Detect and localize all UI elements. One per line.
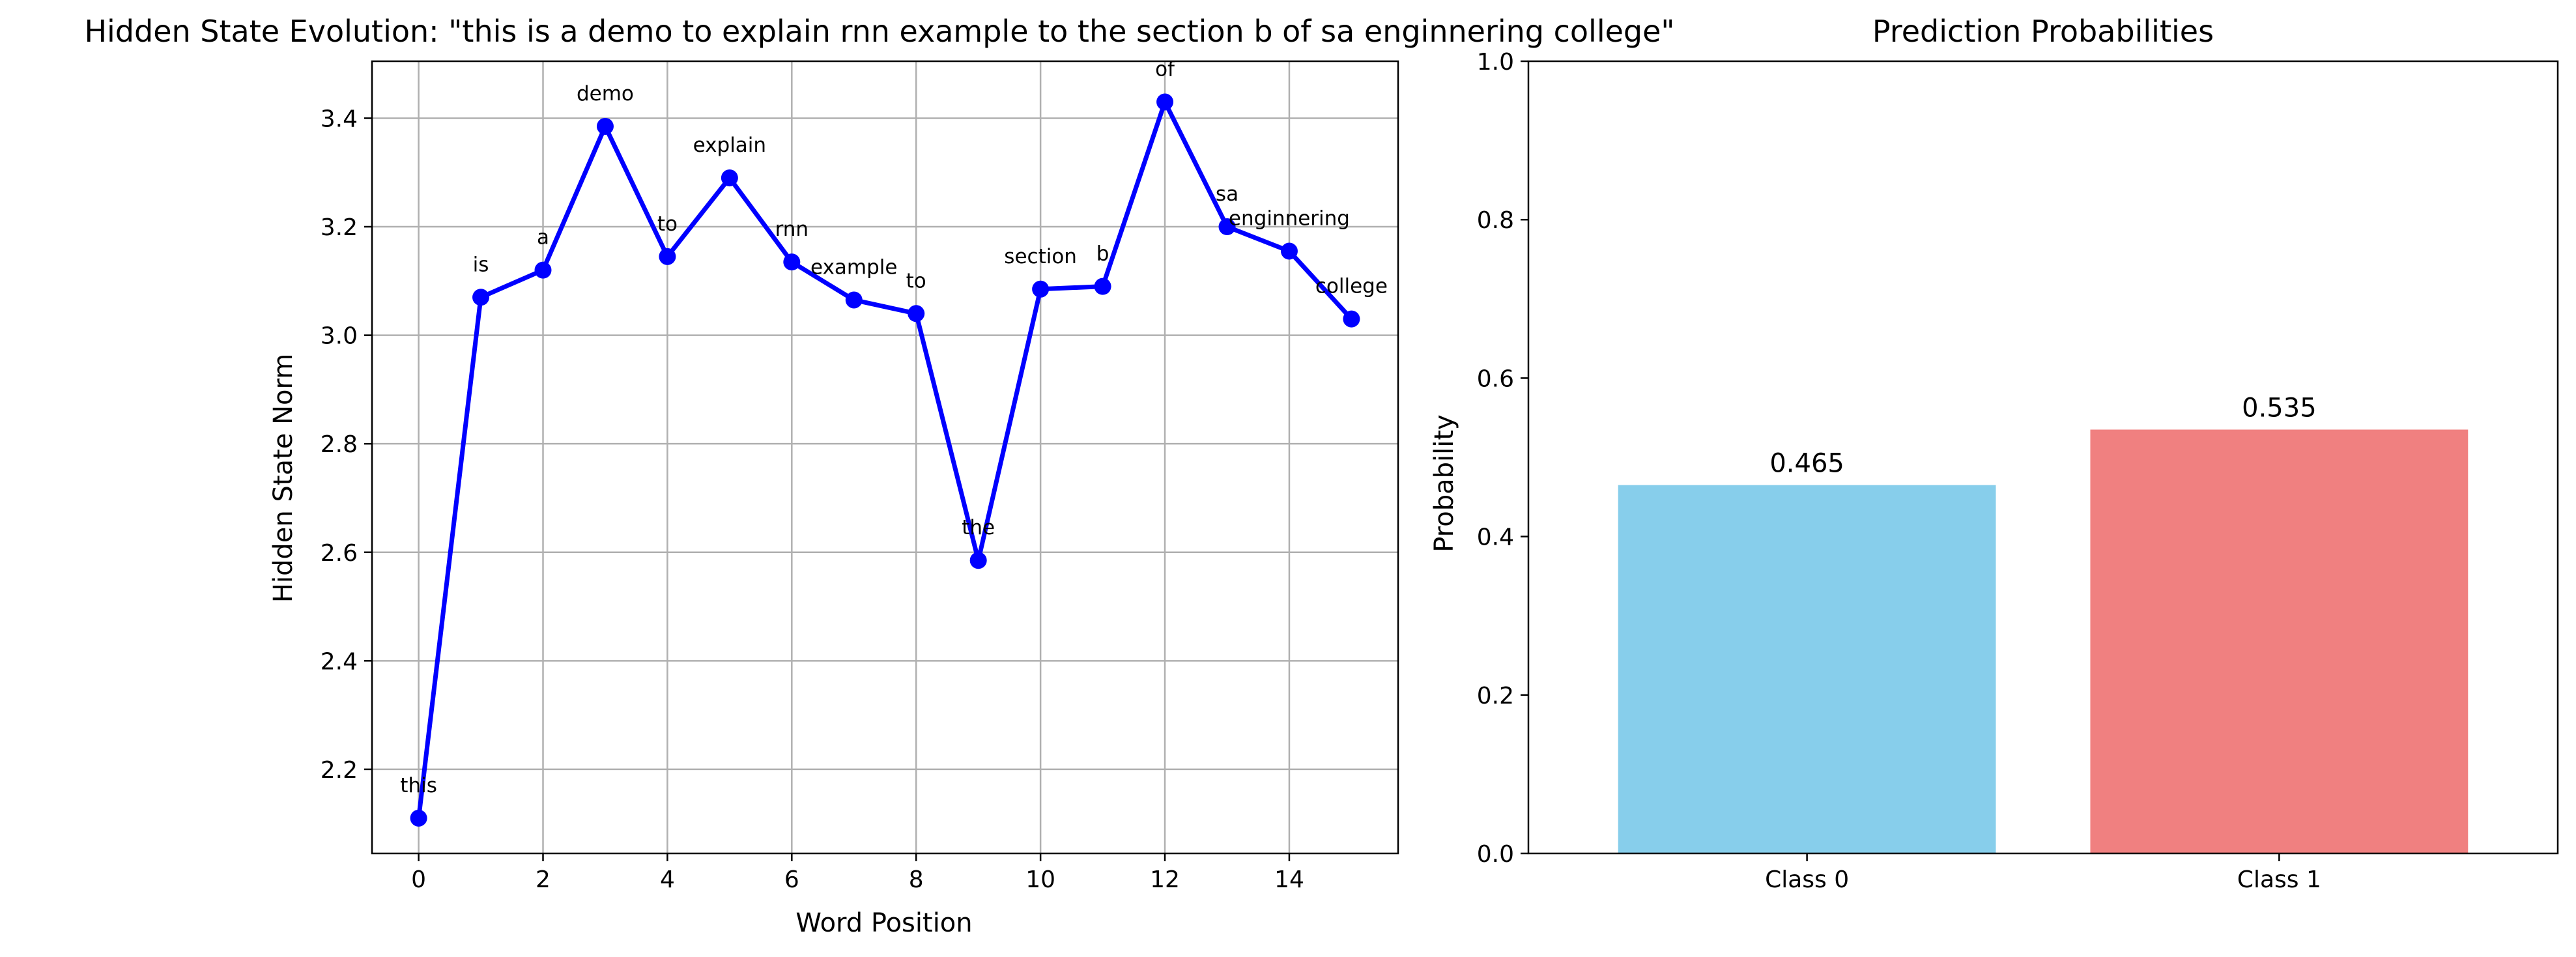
hidden-state-point [969, 552, 987, 569]
hidden-state-point [410, 809, 427, 827]
y-tick-label: 1.0 [1477, 49, 1514, 76]
y-tick-label: 2.6 [321, 540, 358, 567]
probability-bar [2090, 429, 2469, 853]
word-label: is [473, 253, 489, 276]
word-label: section [1004, 245, 1077, 268]
x-tick-label: 0 [411, 866, 426, 893]
y-tick-label: 0.0 [1477, 841, 1514, 868]
bar-chart-title: Prediction Probabilities [1872, 14, 2214, 49]
y-tick-label: 2.2 [321, 757, 358, 784]
word-label: the [962, 516, 995, 539]
word-label: enginnering [1229, 207, 1350, 231]
word-label: rnn [775, 218, 809, 241]
hidden-state-point [1156, 93, 1174, 111]
word-label: example [810, 255, 897, 279]
word-label: a [537, 226, 549, 250]
bar-value-label: 0.535 [2242, 393, 2317, 423]
probability-bars [1618, 429, 2469, 853]
hidden-state-point [1032, 280, 1050, 298]
hidden-state-point [908, 305, 925, 322]
word-label: this [400, 774, 437, 797]
hidden-state-point [721, 169, 738, 187]
y-tick-label: 0.4 [1477, 524, 1514, 551]
hidden-state-point [783, 253, 801, 271]
bar-value-labels: 0.465 0.535 [1769, 393, 2316, 478]
word-label: sa [1216, 182, 1238, 206]
hidden-state-point [1094, 278, 1111, 295]
word-label: explain [693, 134, 766, 157]
y-tick-label: 2.4 [321, 648, 358, 675]
hidden-state-point [1280, 242, 1298, 260]
word-label: demo [577, 82, 634, 106]
word-label: college [1315, 275, 1388, 298]
hidden-state-point [534, 261, 552, 279]
bar-chart-y-axis-label: Probability [1429, 414, 1459, 552]
line-chart-frame [371, 60, 1399, 855]
y-tick-label: 0.8 [1477, 207, 1514, 234]
line-chart-ticks: 0 2 4 6 8 10 12 14 2.2 2.4 2.6 2.8 3.0 3.2 3.4 [321, 106, 1304, 893]
hidden-state-point [596, 117, 614, 135]
x-tick-label: 8 [909, 866, 924, 893]
x-tick-label: 10 [1025, 866, 1055, 893]
y-tick-label: 2.8 [321, 431, 358, 458]
line-chart-x-axis-label: Word Position [795, 908, 972, 938]
line-chart-title: Hidden State Evolution: "this is a demo … [84, 14, 1674, 49]
y-tick-label: 3.4 [321, 106, 358, 132]
hidden-state-points [410, 93, 1360, 827]
line-chart-grid [372, 61, 1398, 853]
line-chart-y-axis-label: Hidden State Norm [268, 354, 298, 603]
y-tick-label: 0.6 [1477, 365, 1514, 392]
hidden-state-series-line [416, 99, 1353, 819]
x-tick-label: 6 [784, 866, 799, 893]
hidden-state-point [845, 291, 863, 309]
bar-chart-frame [1527, 60, 2559, 855]
x-tick-label: 4 [660, 866, 675, 893]
category-label: Class 1 [2237, 866, 2321, 893]
word-label: b [1096, 242, 1109, 266]
bar-chart-ticks: Class 0 Class 1 0.0 0.2 0.4 0.6 0.8 1.0 [1477, 49, 2321, 893]
hidden-state-point [1218, 218, 1236, 236]
word-label: to [657, 212, 678, 236]
y-tick-label: 0.2 [1477, 683, 1514, 709]
prediction-probabilities-bar-chart: Prediction Probabilities Class 0 Class 1 0… [1429, 14, 2559, 893]
y-tick-label: 3.2 [321, 214, 358, 241]
y-tick-label: 3.0 [321, 323, 358, 350]
bar-value-label: 0.465 [1769, 449, 1844, 479]
hidden-state-line-chart: Hidden State Evolution: "this is a demo … [84, 14, 1674, 938]
probability-bar [1618, 485, 1996, 853]
hidden-state-point [659, 248, 676, 265]
hidden-state-point [1343, 310, 1360, 328]
hidden-state-point [472, 289, 490, 306]
x-tick-label: 14 [1274, 866, 1304, 893]
x-tick-label: 12 [1150, 866, 1180, 893]
x-tick-label: 2 [536, 866, 551, 893]
word-label: to [906, 269, 926, 293]
category-label: Class 0 [1765, 866, 1849, 893]
